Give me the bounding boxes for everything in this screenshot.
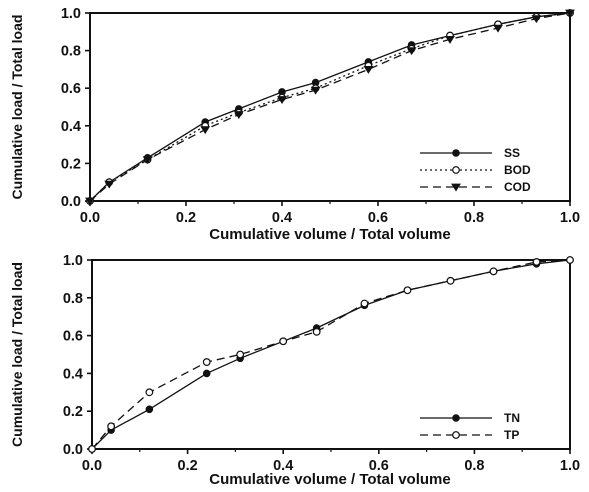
- data-point-tn: [145, 405, 154, 414]
- data-point-tp: [489, 267, 498, 276]
- chart-bottom: 0.0 0.2 0.4 0.6 0.8 1.0 0.0 0.2 0.4 0.6 0.8 1.0 TN T…: [9, 253, 580, 488]
- y-tick-label: 0.2: [61, 156, 81, 172]
- series-line-tp: [91, 259, 571, 450]
- data-point-tp: [566, 256, 574, 264]
- y-tick-label: 0.8: [63, 291, 83, 307]
- data-point-tp: [403, 286, 412, 295]
- x-tick-label: 0.4: [273, 458, 293, 474]
- y-tick-label: 1.0: [61, 6, 81, 22]
- legend-marker-bod: [452, 166, 460, 174]
- y-tick-label: 1.0: [63, 253, 83, 269]
- y-tick-label: 0.0: [63, 442, 83, 458]
- data-point-cod: [531, 15, 542, 24]
- x-tick-label: 0.6: [369, 458, 389, 474]
- data-point-tp: [360, 299, 369, 308]
- series-line-cod: [89, 12, 571, 202]
- y-tick-label: 0.2: [63, 404, 83, 420]
- legend-label-cod: COD: [504, 180, 531, 194]
- plot-frame: [91, 259, 571, 450]
- legend-marker-tp: [452, 431, 460, 439]
- series-line-tn: [91, 259, 571, 450]
- x-tick-label: 0.0: [80, 210, 100, 226]
- data-point-tp: [145, 388, 154, 397]
- x-tick-label: 0.8: [464, 458, 484, 474]
- y-tick-label: 0.6: [61, 81, 81, 97]
- data-point-cod: [493, 24, 503, 33]
- legend-marker-cod: [451, 183, 461, 192]
- x-axis-label: Cumulative volume / Total volume: [209, 471, 450, 488]
- data-point-cod: [310, 86, 321, 95]
- data-point-tn: [202, 369, 211, 378]
- plot-frame: [89, 12, 571, 202]
- data-point-cod: [277, 96, 287, 105]
- x-tick-label: 0.4: [272, 210, 292, 226]
- x-tick-label: 0.2: [178, 458, 198, 474]
- y-tick-label: 0.8: [61, 44, 81, 60]
- x-tick-label: 0.2: [176, 210, 196, 226]
- y-tick-label: 0.4: [61, 119, 81, 135]
- data-point-tp: [532, 257, 541, 266]
- legend-label-tn: TN: [504, 411, 520, 425]
- data-point-tp: [446, 276, 455, 285]
- data-point-cod: [104, 180, 115, 189]
- y-tick-label: 0.0: [61, 194, 81, 210]
- legend-marker-tn: [452, 414, 460, 422]
- y-tick-label: 0.4: [63, 366, 83, 382]
- y-tick-label: 0.6: [63, 329, 83, 345]
- data-point-cod: [363, 66, 374, 74]
- data-point-tp: [236, 350, 245, 359]
- y-axis-label: Cumulative load / Total load: [9, 262, 25, 447]
- data-point-tp: [107, 422, 116, 431]
- x-tick-label: 0.0: [82, 458, 102, 474]
- data-point-cod: [200, 126, 211, 135]
- data-point-cod: [85, 197, 95, 206]
- x-tick-label: 0.6: [368, 210, 388, 226]
- data-point-cod: [406, 47, 417, 56]
- data-point-tp: [202, 358, 211, 366]
- x-tick-label: 1.0: [560, 210, 580, 226]
- data-point-tp: [88, 445, 96, 453]
- y-axis-label: Cumulative load / Total load: [9, 15, 25, 200]
- legend-label-tp: TP: [504, 428, 519, 442]
- data-point-cod: [445, 35, 455, 44]
- legend-marker-ss: [452, 149, 460, 157]
- data-point-cod: [142, 156, 153, 165]
- legend-label-ss: SS: [504, 146, 520, 160]
- data-point-tp: [312, 327, 321, 336]
- chart-top: 0.0 0.2 0.4 0.6 0.8 1.0 0.0 0.2 0.4 0.6 0.8 1.0 SS B…: [9, 6, 580, 243]
- data-point-tp: [279, 337, 288, 346]
- x-axis-label: Cumulative volume / Total volume: [209, 226, 450, 243]
- series-line-ss: [89, 12, 571, 202]
- x-tick-label: 0.8: [464, 210, 484, 226]
- data-point-cod: [233, 111, 244, 120]
- data-point-cod: [565, 9, 575, 18]
- x-tick-label: 1.0: [560, 458, 580, 474]
- series-line-bod: [89, 12, 571, 202]
- legend-label-bod: BOD: [504, 163, 531, 177]
